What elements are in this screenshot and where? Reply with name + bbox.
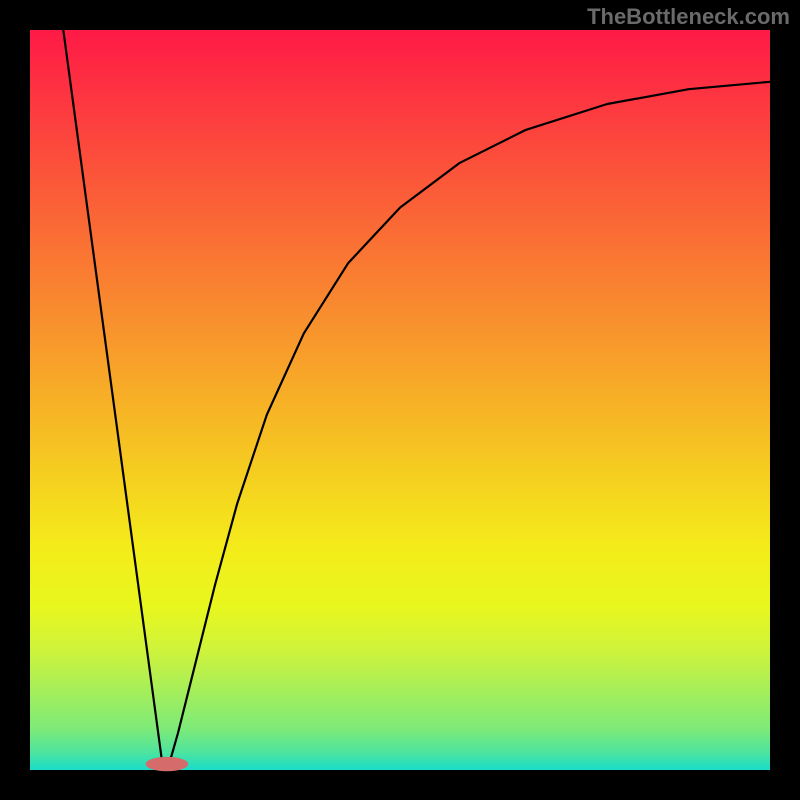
sweet-spot-marker bbox=[146, 757, 187, 770]
bottleneck-chart bbox=[0, 0, 800, 800]
watermark-text: TheBottleneck.com bbox=[587, 4, 790, 30]
plot-background bbox=[30, 30, 770, 770]
chart-container: TheBottleneck.com bbox=[0, 0, 800, 800]
